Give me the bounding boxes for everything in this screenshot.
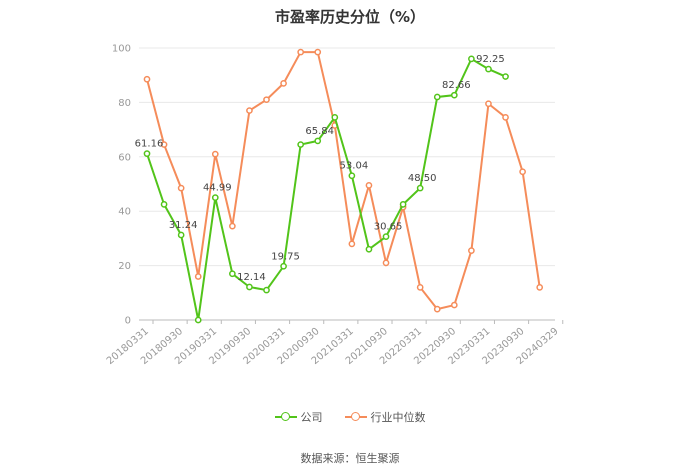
legend-label-company: 公司 <box>300 411 323 424</box>
data-point-company <box>229 270 236 278</box>
data-label: 48.50 <box>408 173 437 184</box>
legend-label-industry: 行业中位数 <box>370 411 426 424</box>
data-point-company <box>416 184 424 192</box>
data-point-industry <box>280 80 287 87</box>
data-point-industry <box>263 96 270 104</box>
data-labels: 61.16 31.24 44.99 12.14 19.75 65.84 53.04 30.65… <box>135 54 505 283</box>
data-point-industry <box>143 75 151 83</box>
data-point-company <box>160 201 168 208</box>
data-label: 31.24 <box>169 220 198 231</box>
data-label: 44.99 <box>203 183 232 194</box>
data-point-company <box>450 91 458 99</box>
series-line-industry <box>146 51 541 311</box>
data-point-industry <box>416 284 424 291</box>
data-point-industry <box>382 259 390 267</box>
x-axis: 2018033120180930201903312019093020200331… <box>105 320 564 367</box>
data-point-industry <box>502 114 509 121</box>
data-label: 30.65 <box>374 222 403 233</box>
pe-percentile-chart: 0 20 40 60 80 100 201803312018093020190331201… <box>105 44 564 367</box>
data-point-company <box>143 150 151 157</box>
y-tick-label: 20 <box>118 261 131 272</box>
y-tick-label: 40 <box>118 207 131 218</box>
data-point-company <box>348 172 356 180</box>
data-label: 53.04 <box>340 161 369 172</box>
data-point-company <box>314 137 322 145</box>
data-label: 19.75 <box>271 251 300 262</box>
legend: 公司 行业中位数 <box>0 409 700 425</box>
legend-item-company[interactable]: 公司 <box>274 409 323 425</box>
data-point-company <box>246 283 253 291</box>
y-tick-label: 0 <box>125 316 131 327</box>
data-point-company <box>280 262 287 270</box>
data-point-industry <box>485 100 492 108</box>
data-point-industry <box>536 284 544 291</box>
data-point-company <box>177 231 185 239</box>
data-point-company <box>502 73 509 80</box>
data-point-industry <box>297 48 305 56</box>
y-tick-label: 80 <box>118 98 131 109</box>
data-point-industry <box>348 240 356 248</box>
data-point-industry <box>229 222 236 230</box>
legend-swatch-company <box>274 412 297 422</box>
data-label: 61.16 <box>135 139 164 150</box>
data-point-company <box>211 194 219 201</box>
data-point-industry <box>160 141 168 148</box>
data-source: 数据来源：恒生聚源 <box>300 452 400 465</box>
data-label: 92.25 <box>476 54 505 65</box>
data-label: 12.14 <box>237 272 266 283</box>
legend-swatch-industry <box>344 412 367 422</box>
data-point-company <box>433 93 441 101</box>
data-point-industry <box>468 247 475 254</box>
data-point-industry <box>519 168 526 176</box>
series-line-company <box>146 57 506 321</box>
data-point-company <box>263 286 270 294</box>
data-point-company <box>194 316 202 324</box>
data-point-company <box>331 114 339 121</box>
chart-title: 市盈率历史分位（%） <box>274 8 426 26</box>
data-label: 82.66 <box>442 80 471 91</box>
data-point-company <box>399 201 407 208</box>
y-axis: 0 20 40 60 80 100 <box>112 44 131 327</box>
data-point-industry <box>211 150 219 158</box>
data-point-industry <box>177 184 185 192</box>
data-point-company <box>297 141 305 148</box>
data-label: 65.84 <box>305 126 334 137</box>
data-point-industry <box>365 182 373 189</box>
series-industry <box>143 48 544 313</box>
data-point-industry <box>314 48 322 56</box>
data-point-industry <box>194 273 202 280</box>
data-point-company <box>365 245 373 253</box>
grid-lines <box>139 47 555 321</box>
data-point-industry <box>246 107 253 114</box>
data-point-industry <box>433 305 441 313</box>
series-company <box>143 55 509 324</box>
data-point-industry <box>450 301 458 309</box>
y-tick-label: 60 <box>118 152 131 163</box>
data-point-company <box>468 55 475 63</box>
y-tick-label: 100 <box>112 44 131 55</box>
legend-item-industry[interactable]: 行业中位数 <box>344 409 426 425</box>
data-point-company <box>382 233 390 240</box>
data-point-company <box>485 65 492 73</box>
